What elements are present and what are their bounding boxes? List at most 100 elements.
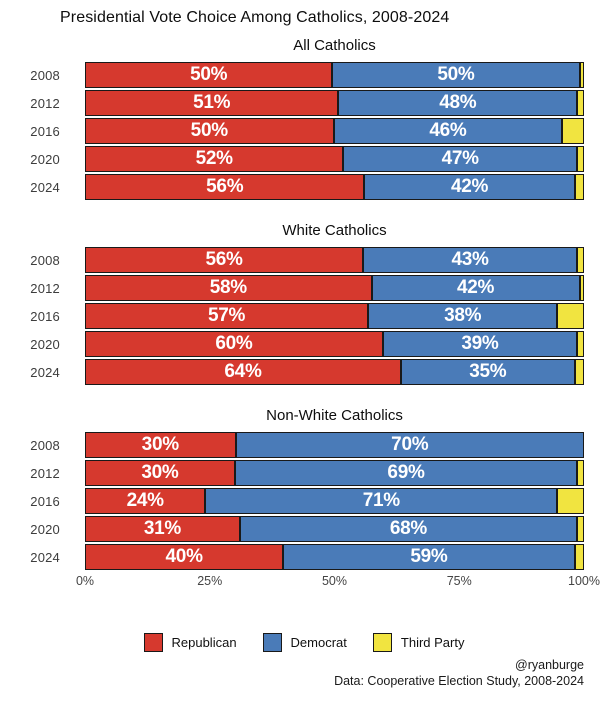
- year-label: 2020: [30, 521, 60, 537]
- panel-title: White Catholics: [282, 222, 387, 239]
- segment-democrat: 71%: [205, 488, 558, 514]
- bar-row: 2020 60% 39%: [24, 331, 584, 357]
- footer: @ryanburge Data: Cooperative Election St…: [24, 657, 584, 690]
- bar-row: 2008 56% 43%: [24, 247, 584, 273]
- stacked-bar: 40% 59%: [85, 544, 584, 570]
- stacked-bar: 64% 35%: [85, 359, 584, 385]
- segment-democrat: 69%: [234, 460, 578, 486]
- year-label: 2016: [30, 493, 60, 509]
- segment-third-party: [557, 303, 585, 329]
- year-label: 2008: [30, 252, 60, 268]
- chart-title: Presidential Vote Choice Among Catholics…: [60, 9, 450, 26]
- legend-item-republican: Republican: [143, 633, 237, 652]
- segment-republican: 56%: [85, 247, 364, 273]
- stacked-bar: 58% 42%: [85, 275, 584, 301]
- legend-swatch: [372, 633, 392, 652]
- segment-democrat: 42%: [371, 275, 580, 301]
- segment-democrat: 39%: [382, 331, 578, 357]
- legend: Republican Democrat Third Party: [24, 633, 584, 652]
- year-label: 2024: [30, 364, 60, 380]
- credit-handle: @ryanburge: [515, 658, 584, 672]
- segment-republican: 64%: [85, 359, 401, 385]
- year-label: 2008: [30, 437, 60, 453]
- segment-republican: 30%: [85, 460, 235, 486]
- data-source: Data: Cooperative Election Study, 2008-2…: [334, 674, 584, 689]
- stacked-bar: 30% 69%: [85, 460, 585, 486]
- year-label: 2012: [30, 465, 60, 481]
- stacked-bar: 56% 42%: [85, 174, 584, 200]
- segment-republican: 30%: [85, 432, 236, 458]
- legend-swatch: [262, 633, 282, 652]
- year-label: 2008: [30, 67, 60, 83]
- year-label: 2020: [30, 336, 60, 352]
- bar-row: 2012 58% 42%: [24, 275, 584, 301]
- segment-democrat: 46%: [333, 118, 563, 144]
- legend-label: Third Party: [400, 635, 465, 650]
- panel-white-catholics: White Catholics 2008 56% 43% 2012 58% 42% 2016 5…: [24, 222, 585, 385]
- year-label: 2012: [30, 280, 60, 296]
- bar-row: 2012 51% 48%: [24, 90, 585, 116]
- year-label: 2016: [30, 308, 60, 324]
- bar-row: 2024 56% 42%: [24, 174, 584, 200]
- year-label: 2020: [30, 151, 60, 167]
- segment-third-party: [579, 62, 585, 88]
- segment-republican: 58%: [85, 275, 372, 301]
- stacked-bar: 24% 71%: [85, 488, 584, 514]
- segment-democrat: 38%: [368, 303, 558, 329]
- segment-democrat: 35%: [400, 359, 575, 385]
- segment-republican: 51%: [85, 90, 339, 116]
- bar-row: 2016 57% 38%: [24, 303, 585, 329]
- year-label: 2024: [30, 179, 60, 195]
- segment-republican: 40%: [85, 544, 284, 570]
- segment-third-party: [577, 247, 584, 273]
- segment-republican: 24%: [85, 488, 206, 514]
- segment-republican: 60%: [85, 331, 383, 357]
- panel-all-catholics: All Catholics 2008 50% 50% 2012 51% 48% 2016 50%…: [24, 37, 585, 200]
- year-label: 2016: [30, 123, 60, 139]
- year-label: 2024: [30, 549, 60, 565]
- segment-republican: 57%: [85, 303, 369, 329]
- panels: All Catholics 2008 50% 50% 2012 51% 48% 2016 50%…: [24, 37, 585, 570]
- stacked-bar: 52% 47%: [85, 146, 584, 172]
- x-tick: 50%: [321, 574, 348, 588]
- segment-democrat: 42%: [364, 174, 575, 200]
- stacked-bar: 51% 48%: [85, 90, 585, 116]
- segment-republican: 50%: [85, 118, 334, 144]
- segment-third-party: [574, 174, 584, 200]
- segment-third-party: [577, 90, 585, 116]
- legend-label: Democrat: [290, 635, 347, 650]
- segment-republican: 50%: [85, 62, 333, 88]
- legend-item-democrat: Democrat: [262, 633, 347, 652]
- segment-democrat: 50%: [332, 62, 580, 88]
- segment-democrat: 48%: [338, 90, 578, 116]
- bar-row: 2008 30% 70%: [24, 432, 584, 458]
- stacked-bar: 31% 68%: [85, 516, 584, 542]
- segment-republican: 52%: [85, 146, 344, 172]
- bar-row: 2020 52% 47%: [24, 146, 584, 172]
- segment-third-party: [562, 118, 584, 144]
- panel-non-white-catholics: Non-White Catholics 2008 30% 70% 2012 30% 69% 2…: [24, 407, 585, 570]
- segment-third-party: [574, 359, 584, 385]
- x-tick: 75%: [446, 574, 472, 588]
- legend-label: Republican: [171, 635, 237, 650]
- stacked-bar: 30% 70%: [85, 432, 584, 458]
- stacked-bar: 60% 39%: [85, 331, 584, 357]
- segment-third-party: [577, 331, 584, 357]
- bar-row: 2016 24% 71%: [24, 488, 584, 514]
- segment-democrat: 68%: [239, 516, 578, 542]
- bar-row: 2024 40% 59%: [24, 544, 584, 570]
- x-axis: 0% 25% 50% 75% 100%: [76, 574, 600, 590]
- segment-third-party: [574, 544, 584, 570]
- x-tick: 25%: [197, 574, 223, 588]
- segment-third-party: [557, 488, 584, 514]
- panel-title: Non-White Catholics: [266, 407, 403, 424]
- stacked-bar: 50% 46%: [85, 118, 584, 144]
- segment-third-party: [579, 275, 584, 301]
- bar-row: 2008 50% 50%: [24, 62, 585, 88]
- legend-swatch: [143, 633, 163, 652]
- stacked-bar: 57% 38%: [85, 303, 585, 329]
- bar-row: 2016 50% 46%: [24, 118, 584, 144]
- panel-title: All Catholics: [293, 37, 376, 54]
- segment-democrat: 70%: [235, 432, 584, 458]
